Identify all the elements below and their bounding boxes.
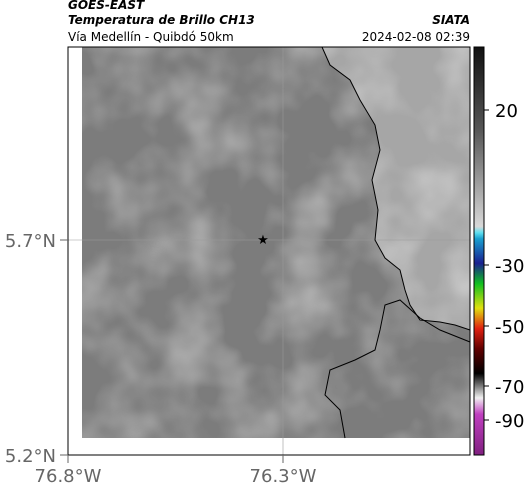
region: Vía Medellín - Quibdó 50km [68,30,234,44]
border [324,299,471,439]
title: Temperatura de Brillo CH13 [68,13,255,27]
source: GOES-EAST [68,0,145,12]
brand: SIATA [432,13,470,27]
colorbar-label: -90 [495,411,524,432]
colorbar-label: -30 [495,256,524,277]
colorbar-label: -50 [495,317,524,338]
map-frame [67,46,471,456]
timestamp: 2024-02-08 02:39 [362,30,470,44]
colorbar-label: 20 [495,101,518,122]
colorbar-ticks [484,109,489,421]
colorbar-label: -70 [495,377,524,398]
lon-label: 76.8°W [35,466,102,487]
colorbar [473,46,485,456]
city-marker: ★ [257,233,269,248]
lat-label: 5.7°N [5,231,56,252]
image-clouds [82,47,470,438]
lon-label: 76.3°W [250,466,317,487]
satellite-image [82,47,470,438]
border [321,46,471,331]
lat-label: 5.2°N [5,446,56,467]
